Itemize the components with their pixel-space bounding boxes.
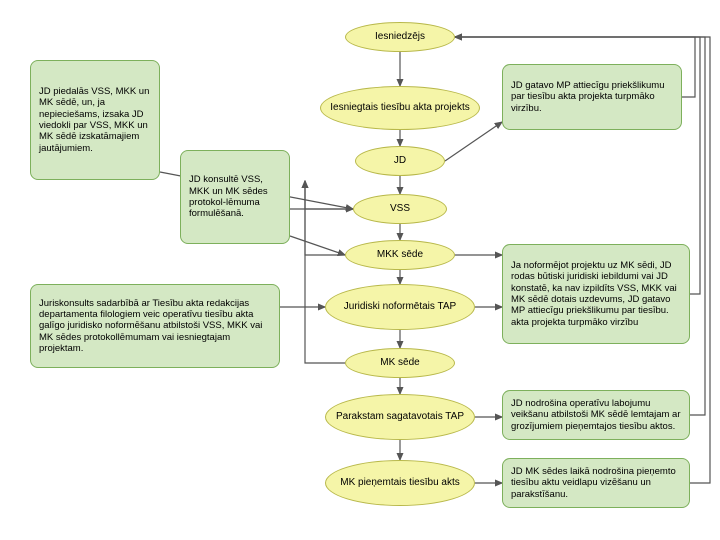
ellipse-e1: Iesniedzējs	[345, 22, 455, 52]
rect-r4: JD gatavo MP attiecīgu priekšlikumu par …	[502, 64, 682, 130]
ellipse-label: MKK sēde	[377, 249, 423, 262]
ellipse-e6: Juridiski noformētais TAP	[325, 284, 475, 330]
ellipse-label: Iesniegtais tiesību akta projekts	[330, 102, 470, 115]
ellipse-e8: Parakstam sagatavotais TAP	[325, 394, 475, 440]
rect-r7: JD MK sēdes laikā nodrošina pieņemto tie…	[502, 458, 690, 508]
ellipse-label: Juridiski noformētais TAP	[344, 301, 456, 314]
rect-r1: JD piedalās VSS, MKK un MK sēdē, un, ja …	[30, 60, 160, 180]
ellipse-label: Iesniedzējs	[375, 31, 425, 44]
rect-r2: JD konsultē VSS, MKK un MK sēdes protoko…	[180, 150, 290, 244]
rect-label: JD piedalās VSS, MKK un MK sēdē, un, ja …	[39, 86, 151, 154]
rect-label: JD konsultē VSS, MKK un MK sēdes protoko…	[189, 174, 281, 220]
rect-r3: Juriskonsults sadarbībā ar Tiesību akta …	[30, 284, 280, 368]
ellipse-e4: VSS	[353, 194, 447, 224]
ellipse-e7: MK sēde	[345, 348, 455, 378]
ellipse-e5: MKK sēde	[345, 240, 455, 270]
ellipse-label: MK sēde	[380, 357, 419, 370]
rect-label: JD gatavo MP attiecīgu priekšlikumu par …	[511, 80, 673, 114]
ellipse-label: MK pieņemtais tiesību akts	[340, 477, 460, 490]
rect-r5: Ja noformējot projektu uz MK sēdi, JD ro…	[502, 244, 690, 344]
rect-r6: JD nodrošina operatīvu labojumu veikšanu…	[502, 390, 690, 440]
ellipse-label: VSS	[390, 203, 410, 216]
ellipse-label: JD	[394, 155, 406, 168]
rect-label: JD MK sēdes laikā nodrošina pieņemto tie…	[511, 466, 681, 500]
ellipse-e2: Iesniegtais tiesību akta projekts	[320, 86, 480, 130]
ellipse-label: Parakstam sagatavotais TAP	[336, 411, 464, 424]
rect-label: Ja noformējot projektu uz MK sēdi, JD ro…	[511, 260, 681, 328]
ellipse-e9: MK pieņemtais tiesību akts	[325, 460, 475, 506]
rect-label: Juriskonsults sadarbībā ar Tiesību akta …	[39, 298, 271, 355]
ellipse-e3: JD	[355, 146, 445, 176]
rect-label: JD nodrošina operatīvu labojumu veikšanu…	[511, 398, 681, 432]
